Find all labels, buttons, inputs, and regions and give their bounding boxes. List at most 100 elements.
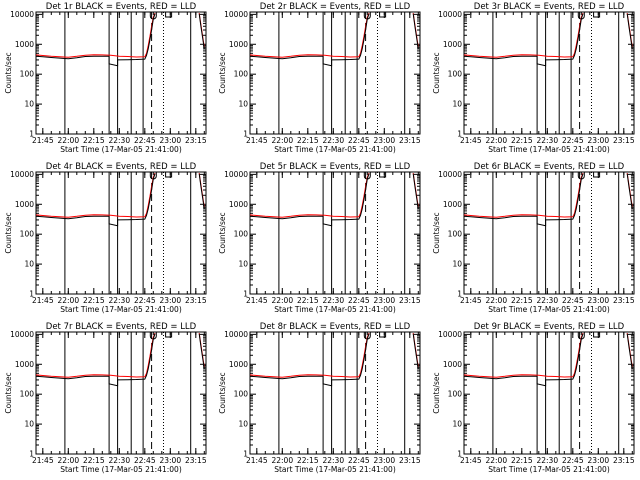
y-tick-label: 1 [29, 450, 34, 459]
x-tick-label: 22:00 [57, 136, 79, 145]
y-tick-label: 100 [448, 70, 463, 79]
series-line-events [463, 13, 584, 67]
x-tick-label: 22:30 [536, 456, 558, 465]
subplot-title: Det 4r BLACK = Events, RED = LLD [46, 162, 197, 172]
series-line-events [463, 173, 584, 227]
x-tick-label: 21:45 [246, 136, 268, 145]
y-tick-label: 10000 [224, 330, 248, 339]
series-line-lld [35, 172, 156, 218]
y-tick-label: 10 [24, 260, 34, 269]
y-axis-label: Counts/sec [218, 372, 227, 413]
y-tick-label: 1 [457, 290, 462, 299]
series-line-events [35, 173, 156, 227]
x-tick-label: 23:15 [185, 136, 207, 145]
x-tick-label: 23:00 [587, 296, 609, 305]
x-tick-label: 23:15 [399, 456, 421, 465]
series-line-events [412, 333, 419, 369]
x-tick-label: 22:30 [108, 136, 130, 145]
y-tick-label: 100 [448, 390, 463, 399]
y-tick-label: 10 [238, 260, 248, 269]
x-tick-label: 22:00 [271, 456, 293, 465]
y-tick-label: 1000 [229, 200, 248, 209]
short-mark-bracket [165, 12, 173, 18]
y-tick-label: 100 [20, 70, 35, 79]
subplot-det-2: Det 2r BLACK = Events, RED = LLD 1 10 100 10… [218, 2, 421, 154]
y-tick-label: 10000 [438, 10, 462, 19]
x-tick-label: 21:45 [32, 296, 54, 305]
y-tick-label: 10000 [10, 10, 34, 19]
x-axis-label: Start Time (17-Mar-05 21:41:00) [274, 305, 396, 314]
y-tick-label: 1000 [15, 200, 34, 209]
plot-frame [249, 331, 421, 455]
x-axis-label: Start Time (17-Mar-05 21:41:00) [488, 465, 610, 474]
x-tick-label: 23:00 [159, 136, 181, 145]
subplot-title: Det 5r BLACK = Events, RED = LLD [260, 162, 411, 172]
x-axis-label: Start Time (17-Mar-05 21:41:00) [488, 305, 610, 314]
x-tick-label: 22:00 [57, 456, 79, 465]
short-mark-bracket [379, 172, 387, 178]
y-axis-label: Counts/sec [432, 372, 441, 413]
series-line-events [249, 13, 370, 67]
x-tick-label: 22:45 [348, 136, 370, 145]
series-line-lld [35, 332, 156, 378]
series-line-lld [249, 172, 370, 218]
y-tick-label: 1 [243, 450, 248, 459]
y-tick-label: 10000 [224, 10, 248, 19]
x-axis-label: Start Time (17-Mar-05 21:41:00) [274, 465, 396, 474]
subplot-title: Det 7r BLACK = Events, RED = LLD [46, 322, 197, 332]
plot-frame [35, 171, 207, 295]
y-axis-label: Counts/sec [218, 212, 227, 253]
y-tick-label: 1 [29, 290, 34, 299]
x-tick-label: 22:45 [134, 136, 156, 145]
x-tick-label: 22:30 [536, 136, 558, 145]
plot-frame [249, 171, 421, 295]
subplot-title: Det 1r BLACK = Events, RED = LLD [46, 2, 197, 12]
x-tick-label: 22:30 [108, 296, 130, 305]
series-line-events [463, 333, 584, 387]
x-tick-label: 22:30 [536, 296, 558, 305]
x-tick-label: 23:00 [587, 456, 609, 465]
series-line-lld [249, 12, 370, 58]
x-tick-label: 22:15 [297, 296, 319, 305]
plot-frame [249, 11, 421, 135]
x-axis-label: Start Time (17-Mar-05 21:41:00) [60, 465, 182, 474]
y-tick-label: 10000 [10, 170, 34, 179]
x-tick-label: 22:00 [485, 456, 507, 465]
y-tick-label: 1000 [443, 40, 462, 49]
x-tick-label: 22:45 [562, 136, 584, 145]
y-tick-label: 10 [24, 420, 34, 429]
plot-frame [463, 171, 635, 295]
plot-frame [35, 331, 207, 455]
x-tick-label: 23:15 [185, 456, 207, 465]
series-line-lld [35, 12, 156, 58]
x-tick-label: 23:00 [373, 296, 395, 305]
x-tick-label: 22:00 [57, 296, 79, 305]
y-tick-label: 10000 [224, 170, 248, 179]
x-tick-label: 23:00 [373, 456, 395, 465]
x-tick-label: 23:00 [159, 456, 181, 465]
short-mark-bracket [379, 332, 387, 338]
x-tick-label: 21:45 [246, 296, 268, 305]
y-tick-label: 1 [243, 290, 248, 299]
x-tick-label: 22:00 [271, 296, 293, 305]
y-tick-label: 1000 [443, 360, 462, 369]
x-axis-label: Start Time (17-Mar-05 21:41:00) [488, 145, 610, 154]
x-tick-label: 21:45 [246, 456, 268, 465]
x-tick-label: 23:15 [185, 296, 207, 305]
y-tick-label: 10 [452, 260, 462, 269]
x-tick-label: 23:15 [399, 136, 421, 145]
x-tick-label: 22:30 [108, 456, 130, 465]
x-tick-label: 22:45 [134, 456, 156, 465]
y-axis-label: Counts/sec [4, 52, 13, 93]
x-tick-label: 22:45 [562, 296, 584, 305]
x-tick-label: 23:15 [613, 296, 635, 305]
series-line-events [35, 333, 156, 387]
series-line-events [626, 173, 633, 209]
series-line-events [198, 333, 205, 369]
y-axis-label: Counts/sec [432, 212, 441, 253]
x-tick-label: 22:15 [83, 136, 105, 145]
x-axis-label: Start Time (17-Mar-05 21:41:00) [60, 145, 182, 154]
x-tick-label: 23:00 [373, 136, 395, 145]
x-tick-label: 23:15 [613, 136, 635, 145]
